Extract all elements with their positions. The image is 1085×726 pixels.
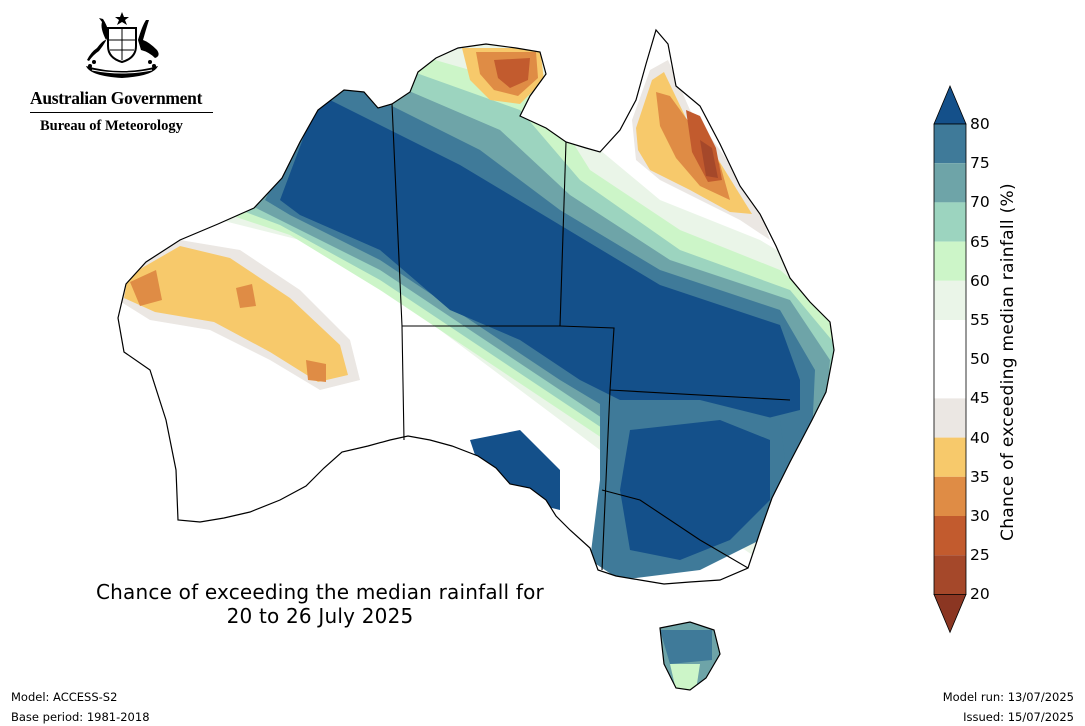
colorbar-tick-label: 55	[970, 311, 990, 329]
colorbar-tick-label: 70	[970, 193, 990, 212]
logo-divider	[30, 112, 213, 113]
colorbar-tick-label: 65	[970, 232, 990, 251]
agency-name: Bureau of Meteorology	[40, 118, 183, 134]
colorbar-tick-label: 60	[970, 271, 990, 290]
map-caption: Chance of exceeding the median rainfall …	[60, 580, 580, 628]
state-borders	[391, 103, 791, 571]
colorbar-tick-label: 45	[970, 389, 990, 408]
colorbar-tick-label: 75	[970, 154, 990, 173]
coat-of-arms-icon	[86, 12, 159, 78]
model-label: Model: ACCESS-S2	[11, 690, 118, 704]
colorbar-tick-label: 50	[970, 350, 990, 369]
base-period-label: Base period: 1981-2018	[11, 710, 150, 724]
government-name: Australian Government	[30, 88, 203, 108]
colorbar-tick-label: 80	[970, 115, 990, 133]
caption-line-2: 20 to 26 July 2025	[226, 604, 414, 628]
colorbar-tick-label: 40	[970, 428, 990, 447]
issued-label: Issued: 15/07/2025	[963, 710, 1074, 724]
government-logo: Australian Government Bureau of Meteorol…	[26, 10, 216, 140]
model-run-label: Model run: 13/07/2025	[942, 690, 1074, 704]
caption-line-1: Chance of exceeding the median rainfall …	[96, 580, 544, 604]
colorbar-tick-label: 25	[970, 546, 990, 565]
colorbar-tick-label: 35	[970, 467, 990, 486]
colorbar-tick-label: 30	[970, 507, 990, 525]
colorbar-label: Chance of exceeding median rainfall (%)	[998, 183, 1018, 541]
colorbar-tick-label: 20	[970, 585, 990, 604]
